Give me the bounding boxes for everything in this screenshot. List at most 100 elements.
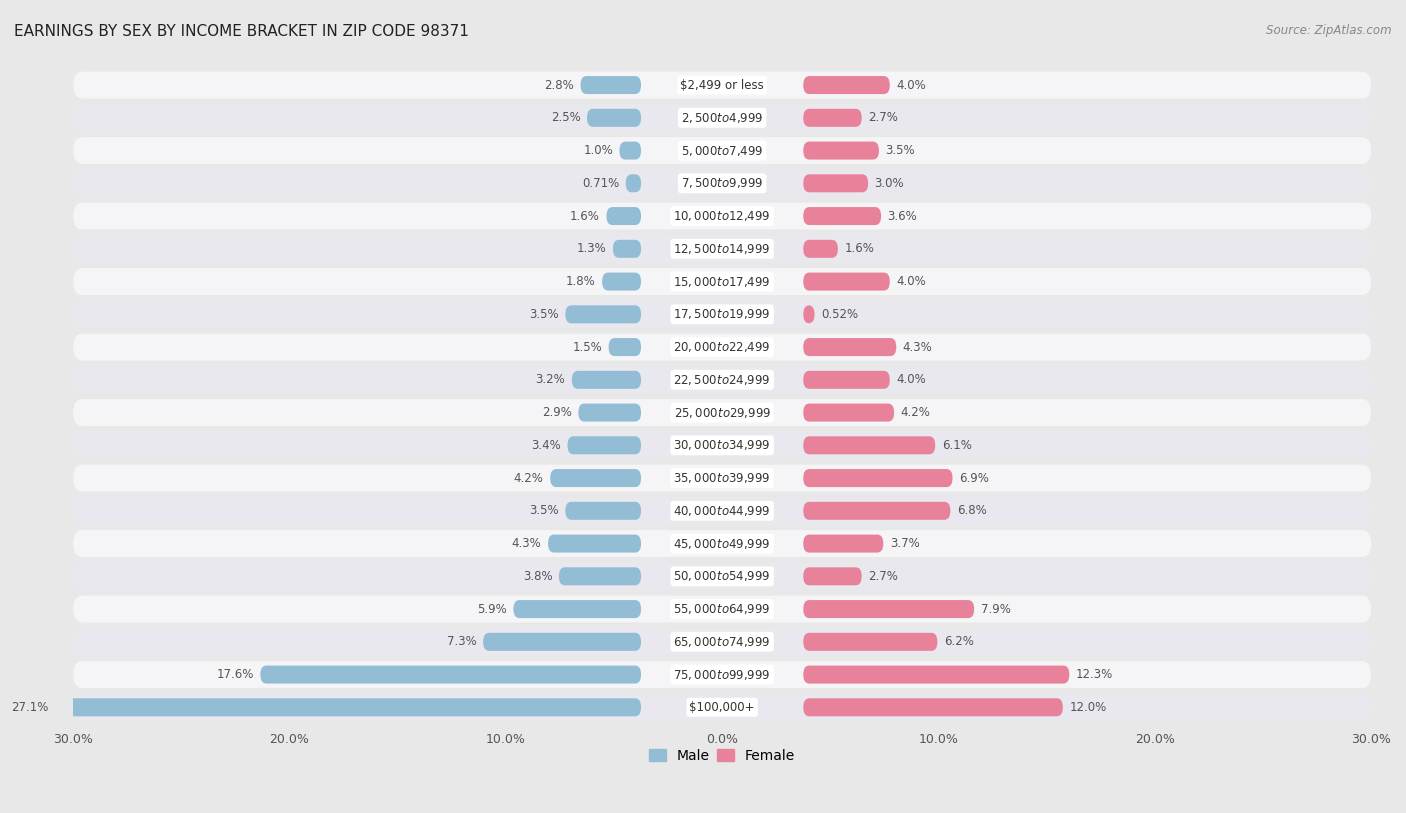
FancyBboxPatch shape [73,432,1371,459]
Text: 4.3%: 4.3% [512,537,541,550]
FancyBboxPatch shape [73,137,1371,164]
Text: 4.2%: 4.2% [513,472,544,485]
FancyBboxPatch shape [803,272,890,290]
FancyBboxPatch shape [548,535,641,553]
Text: $5,000 to $7,499: $5,000 to $7,499 [681,144,763,158]
Text: $45,000 to $49,999: $45,000 to $49,999 [673,537,770,550]
Text: $17,500 to $19,999: $17,500 to $19,999 [673,307,770,321]
FancyBboxPatch shape [73,661,1371,688]
Text: 3.6%: 3.6% [887,210,917,223]
FancyBboxPatch shape [55,698,641,716]
Text: 1.5%: 1.5% [572,341,602,354]
FancyBboxPatch shape [803,306,814,324]
Text: $65,000 to $74,999: $65,000 to $74,999 [673,635,770,649]
FancyBboxPatch shape [513,600,641,618]
Text: 3.5%: 3.5% [886,144,915,157]
Legend: Male, Female: Male, Female [644,743,800,768]
Text: 1.3%: 1.3% [576,242,606,255]
FancyBboxPatch shape [626,174,641,193]
FancyBboxPatch shape [73,333,1371,360]
FancyBboxPatch shape [803,633,938,651]
FancyBboxPatch shape [803,240,838,258]
FancyBboxPatch shape [803,338,896,356]
FancyBboxPatch shape [609,338,641,356]
FancyBboxPatch shape [550,469,641,487]
Text: 0.52%: 0.52% [821,308,858,321]
Text: $2,500 to $4,999: $2,500 to $4,999 [681,111,763,125]
FancyBboxPatch shape [803,600,974,618]
Text: 6.9%: 6.9% [959,472,988,485]
Text: 1.8%: 1.8% [565,275,596,288]
FancyBboxPatch shape [73,301,1371,328]
Text: 3.4%: 3.4% [531,439,561,452]
FancyBboxPatch shape [73,72,1371,98]
Text: EARNINGS BY SEX BY INCOME BRACKET IN ZIP CODE 98371: EARNINGS BY SEX BY INCOME BRACKET IN ZIP… [14,24,470,39]
Text: 4.0%: 4.0% [896,275,927,288]
Text: 3.7%: 3.7% [890,537,920,550]
FancyBboxPatch shape [803,698,1063,716]
Text: 3.5%: 3.5% [529,308,558,321]
FancyBboxPatch shape [803,371,890,389]
Text: 12.0%: 12.0% [1070,701,1107,714]
Text: $100,000+: $100,000+ [689,701,755,714]
Text: 6.1%: 6.1% [942,439,972,452]
FancyBboxPatch shape [73,399,1371,426]
Text: 7.9%: 7.9% [980,602,1011,615]
FancyBboxPatch shape [73,367,1371,393]
Text: $40,000 to $44,999: $40,000 to $44,999 [673,504,770,518]
Text: $20,000 to $22,499: $20,000 to $22,499 [673,340,770,354]
Text: 3.8%: 3.8% [523,570,553,583]
FancyBboxPatch shape [572,371,641,389]
FancyBboxPatch shape [803,141,879,159]
FancyBboxPatch shape [73,498,1371,524]
FancyBboxPatch shape [73,202,1371,229]
FancyBboxPatch shape [73,170,1371,197]
FancyBboxPatch shape [803,174,868,193]
Text: 5.9%: 5.9% [477,602,508,615]
FancyBboxPatch shape [803,76,890,94]
FancyBboxPatch shape [606,207,641,225]
FancyBboxPatch shape [73,628,1371,655]
FancyBboxPatch shape [803,109,862,127]
FancyBboxPatch shape [73,530,1371,557]
Text: $22,500 to $24,999: $22,500 to $24,999 [673,373,770,387]
Text: 1.6%: 1.6% [845,242,875,255]
Text: $35,000 to $39,999: $35,000 to $39,999 [673,471,770,485]
Text: $50,000 to $54,999: $50,000 to $54,999 [673,569,770,583]
Text: 12.3%: 12.3% [1076,668,1114,681]
Text: 6.2%: 6.2% [943,635,974,648]
Text: 3.2%: 3.2% [536,373,565,386]
Text: $55,000 to $64,999: $55,000 to $64,999 [673,602,770,616]
Text: 7.3%: 7.3% [447,635,477,648]
FancyBboxPatch shape [73,268,1371,295]
Text: 1.6%: 1.6% [569,210,600,223]
Text: 4.0%: 4.0% [896,373,927,386]
Text: $2,499 or less: $2,499 or less [681,79,763,92]
Text: 2.7%: 2.7% [868,570,898,583]
FancyBboxPatch shape [565,502,641,520]
FancyBboxPatch shape [803,666,1070,684]
FancyBboxPatch shape [620,141,641,159]
FancyBboxPatch shape [581,76,641,94]
Text: 2.5%: 2.5% [551,111,581,124]
FancyBboxPatch shape [73,596,1371,623]
Text: 6.8%: 6.8% [957,504,987,517]
FancyBboxPatch shape [565,306,641,324]
Text: 4.0%: 4.0% [896,79,927,92]
Text: 2.9%: 2.9% [541,406,572,419]
FancyBboxPatch shape [484,633,641,651]
Text: 4.3%: 4.3% [903,341,932,354]
FancyBboxPatch shape [613,240,641,258]
Text: 17.6%: 17.6% [217,668,254,681]
FancyBboxPatch shape [803,403,894,422]
Text: 4.2%: 4.2% [901,406,931,419]
Text: $7,500 to $9,999: $7,500 to $9,999 [681,176,763,190]
Text: $75,000 to $99,999: $75,000 to $99,999 [673,667,770,681]
Text: $15,000 to $17,499: $15,000 to $17,499 [673,275,770,289]
Text: 2.7%: 2.7% [868,111,898,124]
FancyBboxPatch shape [260,666,641,684]
FancyBboxPatch shape [803,502,950,520]
FancyBboxPatch shape [568,437,641,454]
Text: 3.5%: 3.5% [529,504,558,517]
Text: $25,000 to $29,999: $25,000 to $29,999 [673,406,770,420]
